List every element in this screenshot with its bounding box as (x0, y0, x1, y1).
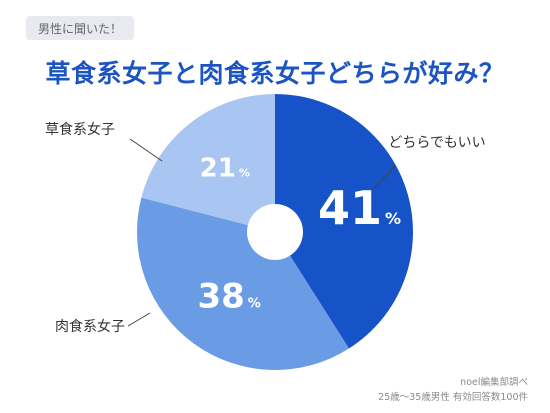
leader-line (129, 138, 163, 162)
source-note: noel編集部調べ 25歳～35歳男性 有効回答数100件 (378, 375, 528, 405)
leader-line (371, 165, 396, 191)
slice-value-label: 38% (197, 276, 260, 316)
source-line: noel編集部調べ (460, 377, 528, 388)
category-label: どちらでもいい (388, 135, 485, 151)
slice-value-label: 41% (318, 181, 401, 235)
category-label: 肉食系女子 (55, 318, 125, 335)
pie-slice-3 (141, 94, 275, 232)
slice-value-label: 21% (200, 154, 250, 184)
chart-title: 草食系女子と肉食系女子どちらが好み？ (45, 59, 505, 88)
leader-line (127, 312, 151, 327)
pie-slice-1 (275, 94, 413, 349)
pie-slice-2 (137, 197, 349, 370)
category-label: 草食系女子 (45, 121, 115, 138)
donut-hole (247, 204, 303, 260)
survey-badge: 男性に聞いた！ (26, 16, 134, 40)
source-line: 25歳～35歳男性 有効回答数100件 (378, 392, 528, 403)
